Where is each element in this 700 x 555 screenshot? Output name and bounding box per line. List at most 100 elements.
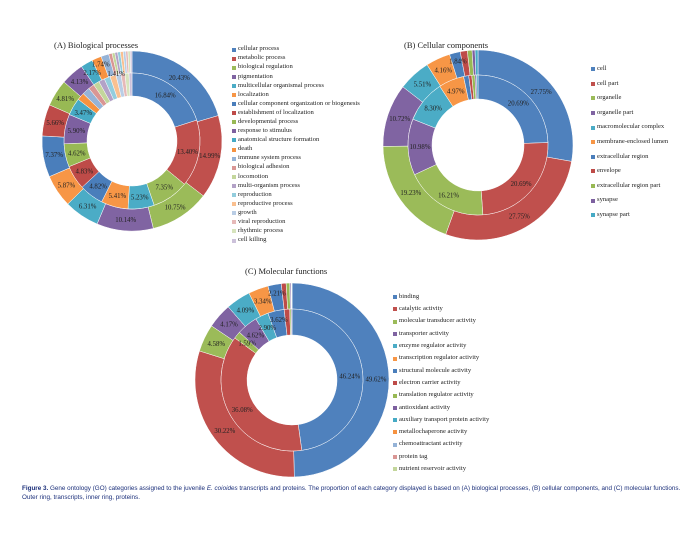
- data-label: 27.75%: [509, 214, 530, 221]
- data-label: 3.62%: [270, 317, 288, 324]
- legend-label: reproduction: [238, 190, 272, 198]
- legend-swatch: [591, 169, 595, 174]
- legend-item: multicellular organismal process: [232, 81, 360, 90]
- legend-swatch: [232, 174, 236, 179]
- data-label: 3.47%: [74, 110, 92, 117]
- slice-inner-binding: [291, 308, 364, 451]
- legend-label: response to stimulus: [238, 127, 292, 135]
- legend-item: reproduction: [232, 191, 360, 200]
- legend-item: auxiliary transport protein activity: [393, 414, 489, 426]
- legend-item: cellular component organization or bioge…: [232, 100, 360, 109]
- legend-swatch: [232, 238, 236, 243]
- legend-label: macromolecular complex: [597, 123, 665, 131]
- legend-label: molecular transducer activity: [399, 317, 476, 325]
- legend-item: cell: [591, 62, 668, 77]
- legend-label: extracellular region: [597, 152, 649, 160]
- legend-swatch: [393, 295, 397, 300]
- legend-item: growth: [232, 209, 360, 218]
- legend-label: anatomical structure formation: [238, 136, 320, 144]
- legend-item: multi-organism process: [232, 181, 360, 190]
- legend-swatch: [591, 140, 595, 145]
- legend-swatch: [232, 74, 236, 79]
- legend-swatch: [232, 193, 236, 198]
- data-label: 1.84%: [449, 58, 467, 65]
- legend-item: metallochaperone activity: [393, 426, 489, 438]
- data-label: 13.40%: [177, 149, 198, 156]
- legend-swatch: [591, 81, 595, 86]
- legend-swatch: [232, 83, 236, 88]
- legend-item: reproductive process: [232, 200, 360, 209]
- legend-label: auxiliary transport protein activity: [399, 415, 490, 423]
- legend-label: reproductive process: [238, 199, 293, 207]
- legend-swatch: [393, 467, 397, 472]
- legend-swatch: [232, 202, 236, 207]
- legend-item: immune system process: [232, 154, 360, 163]
- legend-swatch: [591, 198, 595, 203]
- legend-label: localization: [238, 90, 269, 98]
- data-label: 4.17%: [220, 322, 238, 329]
- legend-item: catalytic activity: [393, 303, 489, 315]
- legend-label: organelle: [597, 94, 622, 102]
- legend-label: cell part: [597, 79, 619, 87]
- legend-label: developmental process: [238, 118, 299, 125]
- legend-item: extracellular region part: [591, 179, 668, 194]
- data-label: 1.74%: [92, 62, 110, 69]
- slice-outer-synapse-part: [474, 49, 479, 76]
- legend-label: transcription regulator activity: [399, 354, 480, 362]
- legend-item: cell killing: [232, 236, 360, 245]
- legend-label: establishment of localization: [238, 108, 314, 116]
- legend-label: viral reproduction: [238, 218, 286, 226]
- legend-item: macromolecular complex: [591, 120, 668, 135]
- legend-label: synapse part: [597, 210, 630, 218]
- legend-label: pigmentation: [238, 72, 273, 80]
- data-label: 5.90%: [68, 128, 86, 135]
- legend-biological-processes: cellular process metabolic process biologi…: [232, 45, 360, 245]
- legend-swatch: [393, 344, 397, 349]
- data-label: 4.62%: [247, 332, 265, 339]
- legend-swatch: [232, 211, 236, 216]
- legend-swatch: [232, 65, 236, 70]
- legend-item: biological adhesion: [232, 163, 360, 172]
- data-label: 4.58%: [208, 341, 226, 348]
- data-label: 5.51%: [414, 81, 432, 88]
- data-label: 46.24%: [339, 373, 360, 380]
- legend-item: antioxidant activity: [393, 402, 489, 414]
- legend-item: structural molecule activity: [393, 365, 489, 377]
- legend-item: metabolic process: [232, 54, 360, 63]
- legend-swatch: [591, 213, 595, 218]
- legend-cellular-components: cell cell part organelle organelle part macr…: [591, 62, 668, 223]
- slice-inner-antioxidant-activity: [290, 308, 293, 336]
- legend-swatch: [393, 430, 397, 435]
- legend-label: biological regulation: [238, 63, 293, 71]
- legend-swatch: [591, 125, 595, 130]
- data-label: 2.21%: [268, 291, 286, 298]
- legend-swatch: [393, 368, 397, 373]
- legend-swatch: [232, 129, 236, 134]
- legend-swatch: [591, 67, 595, 72]
- data-label: 4.97%: [447, 89, 465, 96]
- legend-label: metallochaperone activity: [399, 428, 468, 436]
- legend-label: antioxidant activity: [399, 403, 451, 411]
- legend-item: molecular transducer activity: [393, 316, 489, 328]
- data-label: 2.17%: [83, 70, 101, 77]
- data-label: 5.41%: [109, 193, 127, 200]
- legend-label: envelope: [597, 167, 621, 175]
- legend-label: rhythmic process: [238, 227, 284, 235]
- legend-label: chemoattractant activity: [399, 440, 463, 448]
- legend-item: synapse part: [591, 208, 668, 223]
- legend-label: synapse: [597, 196, 618, 204]
- legend-swatch: [591, 154, 595, 159]
- legend-swatch: [393, 319, 397, 324]
- legend-swatch: [393, 455, 397, 459]
- caption-text-2: transcripts and proteins. The proportion…: [22, 485, 681, 502]
- data-label: 10.14%: [115, 217, 136, 224]
- legend-swatch: [232, 220, 236, 225]
- legend-swatch: [591, 111, 595, 116]
- chart-a-title: (A) Biological processes: [54, 40, 139, 50]
- legend-item: membrane-enclosed lumen: [591, 135, 668, 150]
- legend-swatch: [232, 111, 236, 116]
- legend-item: organelle: [591, 91, 668, 106]
- data-label: 4.83%: [76, 169, 94, 176]
- legend-swatch: [232, 138, 236, 143]
- legend-swatch: [232, 156, 236, 161]
